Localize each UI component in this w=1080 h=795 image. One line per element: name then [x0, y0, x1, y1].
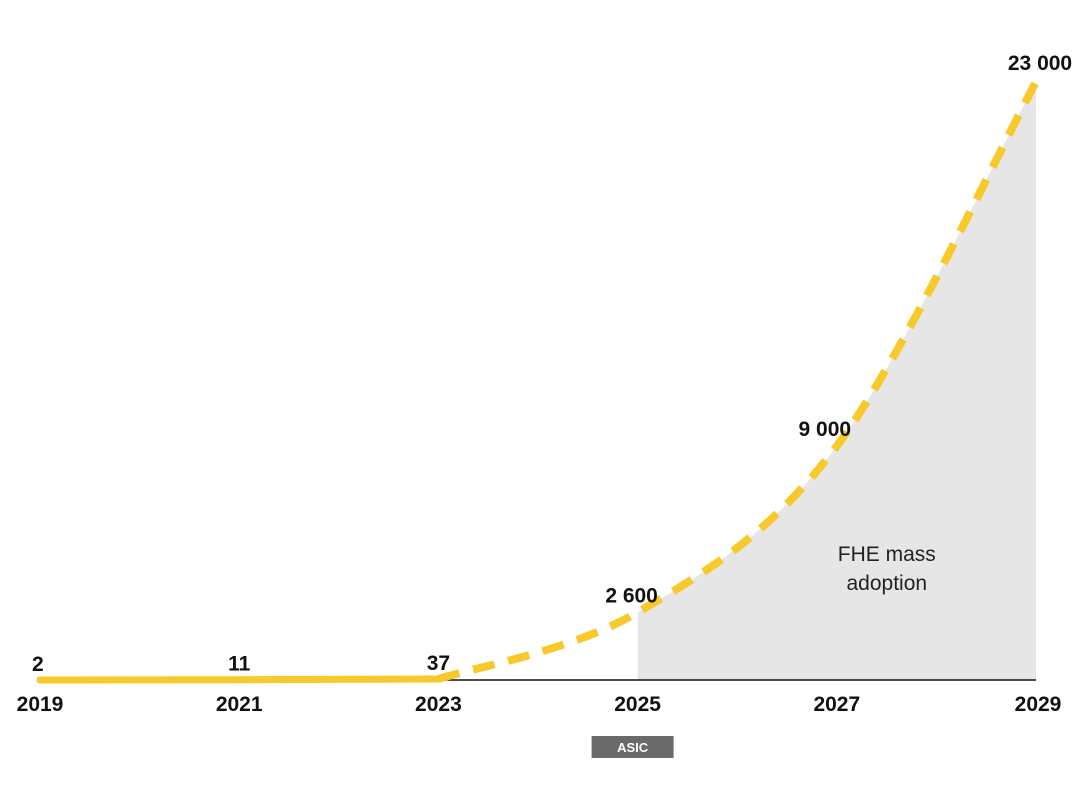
data-label-2021: 11	[228, 653, 251, 676]
x-tick-label-2029: 2029	[1015, 693, 1062, 716]
shaded-region-fhe-mass-adoption	[637, 82, 1036, 680]
asic-badge-background	[591, 736, 674, 758]
x-tick-label-2021: 2021	[216, 693, 263, 716]
series-line-actual	[36, 675, 442, 684]
data-label-2023: 37	[427, 652, 450, 675]
series-line-projected	[437, 80, 1040, 683]
asic-badge: ASIC	[591, 736, 674, 758]
data-label-2025: 2 600	[605, 584, 658, 607]
data-label-2019: 2	[32, 653, 44, 676]
shaded-region-label-line-1: FHE mass	[838, 543, 936, 566]
shaded-region-label-line-2: adoption	[847, 572, 928, 595]
data-label-2027: 9 000	[799, 418, 852, 441]
x-tick-label-2023: 2023	[415, 693, 462, 716]
data-label-2029: 23 000	[1008, 52, 1072, 75]
x-tick-label-2025: 2025	[614, 693, 661, 716]
x-tick-label-2027: 2027	[813, 693, 860, 716]
x-tick-label-2019: 2019	[17, 693, 64, 716]
asic-badge-label: ASIC	[617, 740, 649, 755]
